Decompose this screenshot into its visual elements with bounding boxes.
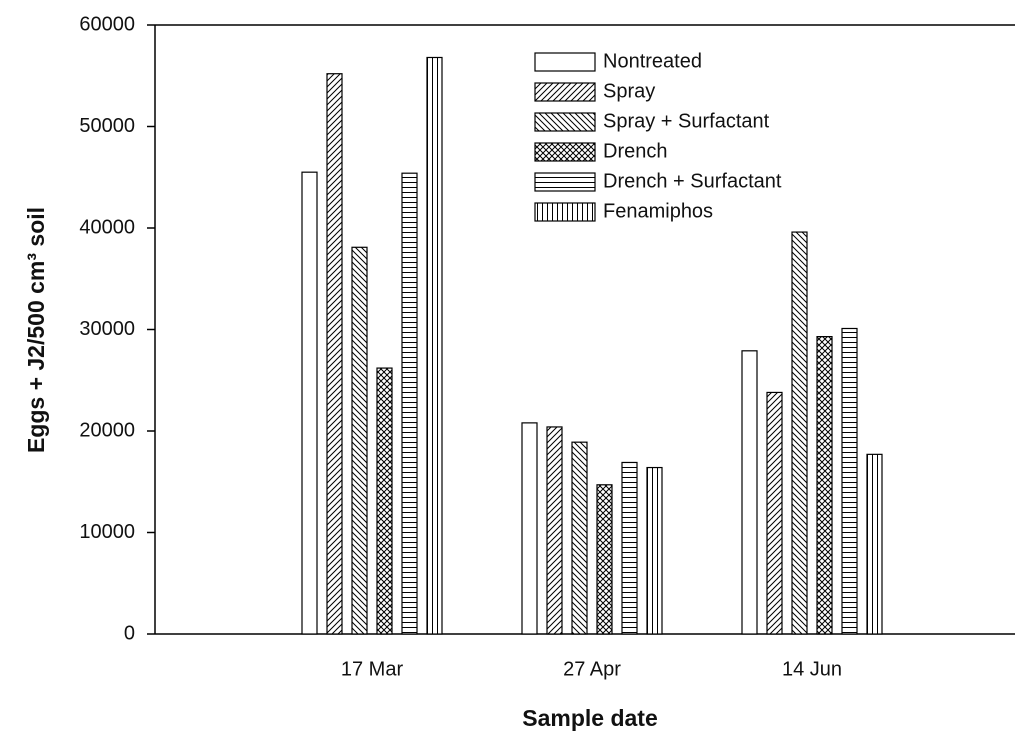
legend-label: Fenamiphos [603, 200, 713, 222]
legend-swatch [534, 202, 596, 222]
y-tick-label: 60000 [79, 13, 135, 35]
legend-label: Drench [603, 140, 667, 162]
bar [351, 246, 368, 635]
bar [646, 466, 663, 635]
legend-label: Drench + Surfactant [603, 170, 782, 192]
bar [571, 441, 588, 635]
y-tick-label: 50000 [79, 115, 135, 137]
bar [426, 56, 443, 635]
y-tick-label: 30000 [79, 318, 135, 340]
x-tick-label: 17 Mar [341, 658, 404, 680]
bar [326, 73, 343, 635]
bar [546, 426, 563, 635]
x-tick-label: 14 Jun [782, 658, 842, 680]
legend-swatch [534, 52, 596, 72]
y-tick-label: 0 [124, 622, 135, 644]
bar [596, 484, 613, 635]
bar [741, 350, 758, 635]
legend-swatch [534, 172, 596, 192]
bar [301, 171, 318, 635]
x-axis-title: Sample date [522, 705, 658, 731]
legend-label: Nontreated [603, 50, 702, 72]
bar [791, 231, 808, 635]
y-axis-title: Eggs + J2/500 cm³ soil [23, 207, 49, 453]
bar [841, 327, 858, 635]
bar [521, 422, 538, 635]
legend-swatch [534, 82, 596, 102]
legend-swatch [534, 112, 596, 132]
bar [401, 172, 418, 635]
bar [766, 391, 783, 635]
legend-label: Spray [603, 80, 655, 102]
bar [866, 453, 883, 635]
y-tick-label: 10000 [79, 521, 135, 543]
bar [376, 367, 393, 635]
bar [816, 336, 833, 635]
y-tick-label: 20000 [79, 419, 135, 441]
legend-swatch [534, 142, 596, 162]
y-tick-label: 40000 [79, 216, 135, 238]
bar [621, 461, 638, 635]
x-tick-label: 27 Apr [563, 658, 621, 680]
legend-label: Spray + Surfactant [603, 110, 770, 132]
